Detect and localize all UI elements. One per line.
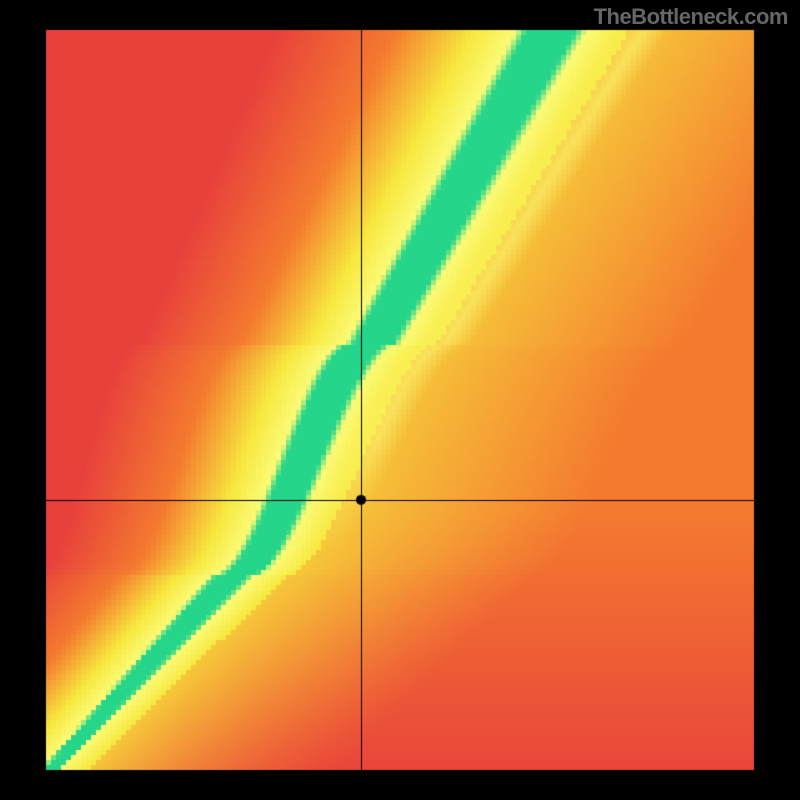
watermark-text: TheBottleneck.com bbox=[594, 4, 788, 30]
bottleneck-heatmap-chart bbox=[0, 0, 800, 800]
